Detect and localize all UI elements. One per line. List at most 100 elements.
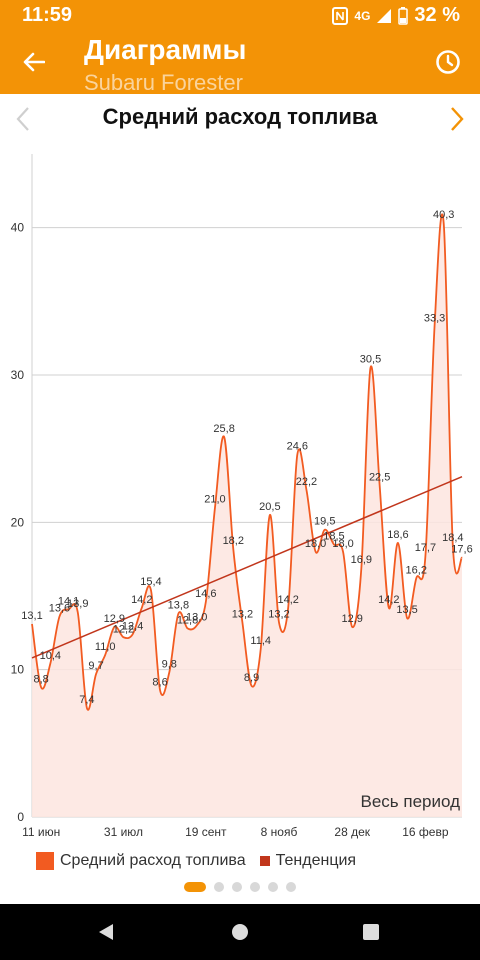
- fuel-consumption-chart[interactable]: 0 10 20 30 40 11 июн 31 июл 19 сент 8 нояб 28 дек…: [0, 144, 480, 844]
- trend-line: [31, 475, 463, 659]
- trend-swatch: [259, 856, 270, 866]
- page-dot-active[interactable]: [184, 882, 206, 892]
- data-label: 18,0: [305, 538, 326, 550]
- data-label: 14,6: [195, 588, 216, 600]
- page-title: Диаграммы: [84, 34, 247, 65]
- series-line: [31, 213, 463, 711]
- period-label: Весь период: [361, 792, 461, 811]
- data-label: 21,0: [204, 494, 225, 506]
- data-label: 11,4: [250, 635, 271, 647]
- chart-area[interactable]: 0 10 20 30 40 11 июн 31 июл 19 сент 8 нояб 28 дек…: [0, 144, 480, 844]
- nav-recents-button[interactable]: [355, 916, 387, 948]
- y-tick-label: 0: [17, 810, 24, 824]
- legend-item-series: Средний расход топлива: [36, 852, 246, 870]
- data-label: 9,8: [162, 659, 177, 671]
- data-label: 13,9: [67, 598, 88, 610]
- nav-back-button[interactable]: [90, 916, 122, 948]
- data-label: 33,3: [424, 312, 445, 324]
- data-label: 22,2: [296, 476, 317, 488]
- data-label: 18,6: [387, 529, 408, 541]
- data-label: 14,1: [58, 595, 79, 607]
- data-label: 20,5: [259, 501, 280, 513]
- data-label: 11,0: [95, 641, 116, 653]
- legend-series-label: Средний расход топлива: [60, 852, 246, 869]
- vehicle-name: Subaru Forester: [84, 70, 243, 95]
- data-label: 14,2: [378, 594, 399, 606]
- legend-trend-label: Тенденция: [275, 852, 357, 869]
- signal-icon: [377, 8, 392, 23]
- chart-title: Средний расход топлива: [102, 104, 378, 129]
- y-tick-label: 20: [11, 515, 25, 529]
- data-label: 8,8: [34, 673, 49, 685]
- triangle-back-icon: [99, 924, 113, 940]
- page-dot[interactable]: [268, 882, 278, 892]
- page-dot[interactable]: [232, 882, 242, 892]
- app-bar: Диаграммы Subaru Forester: [0, 30, 480, 95]
- data-label: 40,3: [433, 209, 454, 221]
- data-label: 18,4: [442, 532, 463, 544]
- data-label: 18,2: [223, 535, 244, 547]
- data-label: 8,6: [152, 676, 167, 688]
- previous-chart-button[interactable]: [12, 104, 36, 134]
- data-label: 13,2: [232, 609, 253, 621]
- data-label: 12,2: [113, 623, 134, 635]
- data-label: 13,2: [268, 609, 289, 621]
- data-label: 19,5: [314, 516, 335, 528]
- battery-level: 32 %: [414, 4, 460, 26]
- data-label: 22,5: [369, 472, 390, 484]
- circle-home-icon: [232, 924, 248, 940]
- legend: Средний расход топлива Тенденция: [36, 852, 370, 870]
- data-label: 13,8: [168, 600, 189, 612]
- data-label: 17,7: [415, 542, 436, 554]
- x-tick-label: 11 июн: [22, 825, 60, 839]
- status-bar: 11:59 4G 32 %: [0, 0, 480, 30]
- data-label: 18,0: [332, 538, 353, 550]
- page-indicator: [0, 882, 480, 892]
- chevron-right-icon: [451, 107, 464, 131]
- x-tick-label: 19 сент: [185, 825, 227, 839]
- y-tick-label: 40: [11, 221, 25, 235]
- chevron-left-icon: [16, 107, 29, 131]
- data-label: 13,6: [49, 603, 70, 615]
- data-label: 8,9: [244, 672, 259, 684]
- nav-home-button[interactable]: [224, 916, 256, 948]
- data-label: 10,4: [40, 650, 61, 662]
- status-icons: 4G 32 %: [332, 4, 460, 27]
- page-dot[interactable]: [214, 882, 224, 892]
- series-swatch: [36, 852, 54, 870]
- nfc-icon: [332, 6, 349, 25]
- data-label: 7,4: [79, 694, 94, 706]
- status-time: 11:59: [22, 4, 73, 26]
- y-tick-label: 30: [11, 368, 25, 382]
- x-tick-label: 16 февр: [402, 825, 449, 839]
- data-label: 15,4: [140, 576, 161, 588]
- data-label: 16,2: [406, 564, 427, 576]
- arrow-back-icon: [23, 52, 45, 72]
- square-recents-icon: [363, 924, 379, 940]
- data-label: 17,6: [451, 544, 472, 556]
- data-label: 13,1: [21, 610, 42, 622]
- chart-header: Средний расход топлива: [0, 94, 480, 144]
- y-tick-label: 10: [11, 663, 25, 677]
- legend-item-trend: Тенденция: [259, 852, 357, 870]
- data-label: 18,5: [323, 530, 344, 542]
- back-button[interactable]: [18, 46, 50, 78]
- next-chart-button[interactable]: [444, 104, 468, 134]
- history-button[interactable]: [432, 46, 464, 78]
- page-dot[interactable]: [250, 882, 260, 892]
- data-label: 12,4: [122, 620, 143, 632]
- data-label: 12,8: [177, 614, 198, 626]
- data-label: 12,9: [104, 613, 125, 625]
- page-dot[interactable]: [286, 882, 296, 892]
- network-type: 4G: [354, 8, 371, 23]
- x-tick-label: 8 нояб: [261, 825, 298, 839]
- series-area-fill: [32, 214, 462, 818]
- data-label: 30,5: [360, 354, 381, 366]
- x-tick-label: 28 дек: [334, 825, 370, 839]
- data-label: 13,0: [186, 611, 207, 623]
- data-label: 24,6: [287, 441, 308, 453]
- battery-icon: [398, 6, 409, 25]
- data-label: 13,5: [396, 604, 417, 616]
- data-label: 16,9: [351, 554, 372, 566]
- system-navigation-bar: [0, 904, 480, 960]
